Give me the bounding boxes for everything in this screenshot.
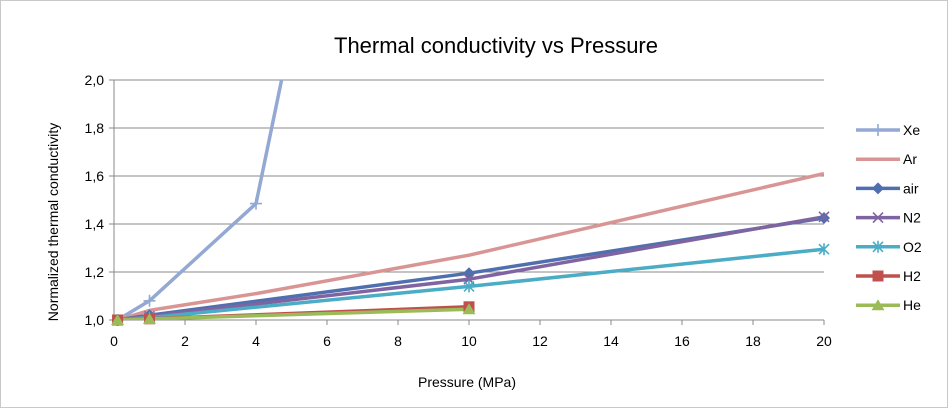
x-tick-label: 10: [461, 333, 477, 349]
data-point-o2: [818, 243, 830, 256]
x-tick-label: 2: [181, 333, 189, 349]
x-tick-label: 6: [323, 333, 331, 349]
data-point-xe: [250, 197, 262, 210]
legend-marker-o2: [872, 240, 884, 253]
x-tick-label: 12: [532, 333, 548, 349]
data-point-n2: [818, 211, 830, 223]
legend-marker-n2: [872, 212, 884, 224]
legend-label-h2: H2: [903, 268, 921, 284]
data-point-air: [818, 212, 830, 224]
chart-title: Thermal conductivity vs Pressure: [334, 33, 658, 58]
legend-label-o2: O2: [903, 239, 922, 255]
x-tick-label: 4: [252, 333, 260, 349]
series-markers: [111, 197, 830, 326]
y-tick-label: 1,6: [85, 168, 105, 184]
legend-marker-air: [872, 182, 884, 195]
y-axis-label: Normalized thermal conductivity: [45, 123, 61, 321]
x-axis-label: Pressure (MPa): [418, 374, 516, 390]
data-point-he: [143, 313, 156, 325]
axes: [113, 80, 824, 321]
legend-marker-h2: [872, 270, 884, 282]
x-tick-label: 8: [394, 333, 402, 349]
x-tick-label: 14: [603, 333, 619, 349]
legend: Xe Ar air N2 O2 H2 He: [856, 122, 922, 313]
data-point-he: [111, 314, 125, 325]
data-point-o2: [463, 280, 475, 293]
x-tick-label: 16: [674, 333, 690, 349]
y-tick-label: 1,2: [85, 264, 105, 280]
x-tick-label: 20: [816, 333, 832, 349]
legend-label-he: He: [903, 297, 921, 313]
legend-marker-xe: [872, 124, 884, 136]
legend-marker-he: [871, 299, 885, 311]
y-tick-label: 1,4: [85, 216, 105, 232]
legend-label-air: air: [903, 180, 919, 196]
data-point-he: [462, 303, 476, 315]
y-axis-ticks: 1,0 1,2 1,4 1,6 1,8 2,0: [85, 72, 114, 328]
x-tick-label: 0: [110, 333, 118, 349]
series-lines: [116, 80, 824, 320]
series-line-xe: [116, 80, 284, 320]
y-tick-label: 1,0: [85, 312, 105, 328]
grid-lines: [114, 79, 824, 273]
legend-label-n2: N2: [903, 210, 921, 226]
series-line-ar: [116, 171, 824, 320]
y-tick-label: 2,0: [85, 72, 105, 88]
y-tick-label: 1,8: [85, 120, 105, 136]
legend-label-ar: Ar: [903, 151, 917, 167]
data-point-xe: [143, 294, 156, 307]
legend-label-xe: Xe: [903, 122, 920, 138]
x-tick-label: 18: [745, 333, 761, 349]
x-axis-ticks: 0 2 4 6 8 10 12 14 16 18 20: [110, 320, 832, 349]
